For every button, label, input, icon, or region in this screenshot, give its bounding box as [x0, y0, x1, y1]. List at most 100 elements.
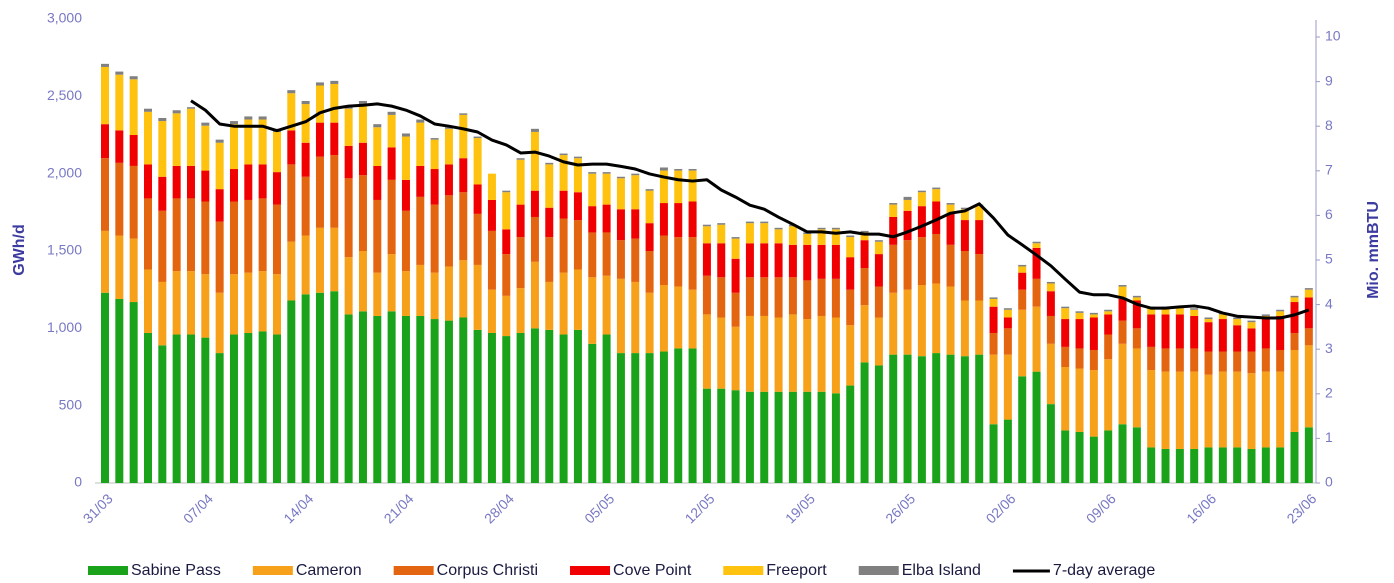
bar-segment — [358, 311, 367, 483]
bar-segment — [1204, 319, 1213, 323]
bar-segment — [258, 116, 267, 120]
bar-segment — [530, 190, 539, 217]
bar-segment — [315, 82, 324, 86]
bar-segment — [659, 170, 668, 204]
bar-segment — [1204, 317, 1213, 320]
bar-segment — [1046, 343, 1055, 405]
bar-segment — [774, 317, 783, 392]
bar-segment — [717, 317, 726, 389]
bar-segment — [616, 209, 625, 241]
bar-segment — [889, 204, 898, 217]
bar-segment — [803, 319, 812, 392]
bar-segment — [760, 221, 769, 224]
bar-segment — [215, 142, 224, 190]
legend-swatch — [723, 566, 764, 575]
x-tick-label: 26/05 — [882, 490, 918, 526]
y-tick-label: 500 — [59, 396, 83, 412]
bar-segment — [1233, 447, 1242, 483]
bar-segment — [831, 317, 840, 394]
bar-segment — [989, 424, 998, 483]
bar-segment — [473, 138, 482, 185]
bar-segment — [1061, 308, 1070, 320]
bar-segment — [1204, 351, 1213, 375]
bar-segment — [745, 315, 754, 392]
bar-segment — [1147, 346, 1156, 371]
bar-segment — [702, 314, 711, 389]
y2-tick-label: 9 — [1325, 72, 1333, 88]
bar-segment — [588, 343, 597, 483]
bar-segment — [315, 85, 324, 123]
bar-segment — [502, 229, 511, 255]
bar-segment — [1132, 427, 1141, 483]
bar-segment — [659, 235, 668, 286]
bar-segment — [487, 289, 496, 333]
bar-segment — [874, 365, 883, 483]
bar-segment — [1247, 322, 1256, 329]
bar-segment — [201, 170, 210, 202]
bar-segment — [774, 229, 783, 244]
bar-segment — [287, 130, 296, 165]
bar-segment — [1218, 314, 1227, 320]
bar-segment — [1175, 348, 1184, 372]
bar-segment — [100, 158, 109, 231]
bar-segment — [831, 227, 840, 230]
bar-segment — [817, 278, 826, 316]
bar-segment — [889, 292, 898, 355]
bar-segment — [616, 178, 625, 210]
x-tick-label: 05/05 — [581, 490, 617, 526]
bar-segment — [244, 119, 253, 165]
bar-segment — [201, 274, 210, 338]
bar-segment — [1032, 243, 1041, 248]
bar-segment — [487, 332, 496, 483]
y-tick-label: 1,500 — [47, 242, 82, 258]
bar-segment — [731, 237, 740, 239]
bar-segment — [444, 128, 453, 165]
bar-segment — [645, 292, 654, 354]
bar-segment — [717, 224, 726, 244]
bar-segment — [1003, 309, 1012, 318]
bar-segment — [645, 189, 654, 191]
bar-segment — [158, 210, 167, 282]
bar-segment — [1032, 278, 1041, 307]
bar-segment — [989, 354, 998, 425]
bar-segment — [1104, 311, 1113, 315]
bar-segment — [530, 261, 539, 329]
bar-segment — [1003, 354, 1012, 420]
bar-segment — [731, 292, 740, 327]
bar-segment — [917, 356, 926, 483]
bar-segment — [975, 354, 984, 483]
bar-segment — [229, 334, 238, 483]
bar-segment — [1147, 308, 1156, 315]
bar-segment — [975, 206, 984, 221]
bar-segment — [846, 289, 855, 326]
bar-segment — [459, 114, 468, 159]
bar-segment — [588, 173, 597, 207]
bar-segment — [1089, 312, 1098, 315]
bar-segment — [158, 281, 167, 346]
bar-segment — [1046, 404, 1055, 483]
x-tick-label: 21/04 — [381, 490, 417, 526]
bar-segment — [788, 314, 797, 392]
bar-segment — [430, 139, 439, 170]
bar-segment — [1261, 371, 1270, 448]
bar-segment — [817, 227, 826, 230]
bar-segment — [143, 111, 152, 165]
bar-segment — [831, 393, 840, 483]
bar-segment — [301, 176, 310, 236]
bar-segment — [387, 254, 396, 312]
bar-segment — [717, 277, 726, 318]
x-tick-label: 31/03 — [80, 490, 116, 526]
bar-segment — [631, 353, 640, 483]
bar-segment — [444, 320, 453, 483]
legend-label: Sabine Pass — [131, 562, 221, 579]
bar-segment — [932, 187, 941, 190]
bar-segment — [946, 213, 955, 245]
bar-segment — [1247, 328, 1256, 352]
y2-tick-label: 8 — [1325, 117, 1333, 133]
bar-segment — [545, 329, 554, 483]
bar-segment — [616, 353, 625, 483]
bar-segment — [358, 104, 367, 143]
legend-label: 7-day average — [1053, 562, 1155, 579]
bar-segment — [1118, 320, 1127, 344]
bar-segment — [1190, 309, 1199, 316]
